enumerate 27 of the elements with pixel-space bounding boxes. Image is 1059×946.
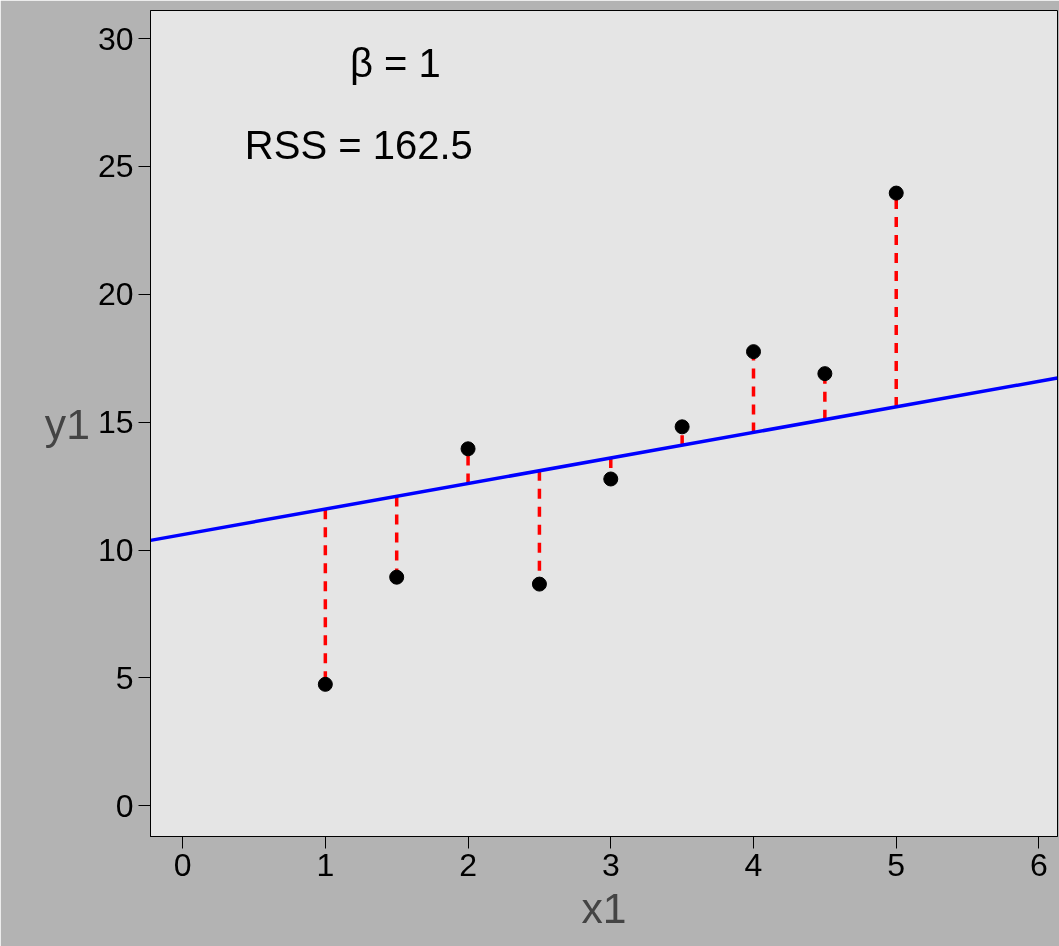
x-tick-label: 5 <box>887 846 906 883</box>
point <box>888 185 904 201</box>
point <box>460 441 476 457</box>
y-tick-label: 15 <box>97 404 134 441</box>
point <box>674 419 690 435</box>
y-axis-title: y1 <box>44 399 90 448</box>
point <box>317 676 333 692</box>
annotation: RSS = 162.5 <box>244 123 473 168</box>
y-tick-label: 0 <box>115 787 134 824</box>
x-tick-label: 1 <box>316 846 335 883</box>
point <box>389 569 405 585</box>
x-tick-label: 3 <box>601 846 620 883</box>
y-tick-label: 10 <box>97 532 134 569</box>
y-tick-label: 5 <box>115 659 134 696</box>
x-axis-title: x1 <box>581 883 627 932</box>
x-tick-label: 6 <box>1030 846 1048 883</box>
y-tick-label: 25 <box>97 148 134 185</box>
y-tick-label: 30 <box>97 20 134 57</box>
point <box>817 366 833 382</box>
point <box>531 576 547 592</box>
point <box>603 471 619 487</box>
annotation: β = 1 <box>349 40 441 85</box>
x-tick-label: 4 <box>744 846 763 883</box>
y-tick-label: 20 <box>97 276 134 313</box>
x-tick-label: 0 <box>173 846 192 883</box>
point <box>746 344 761 360</box>
x-tick-label: 2 <box>459 846 477 883</box>
